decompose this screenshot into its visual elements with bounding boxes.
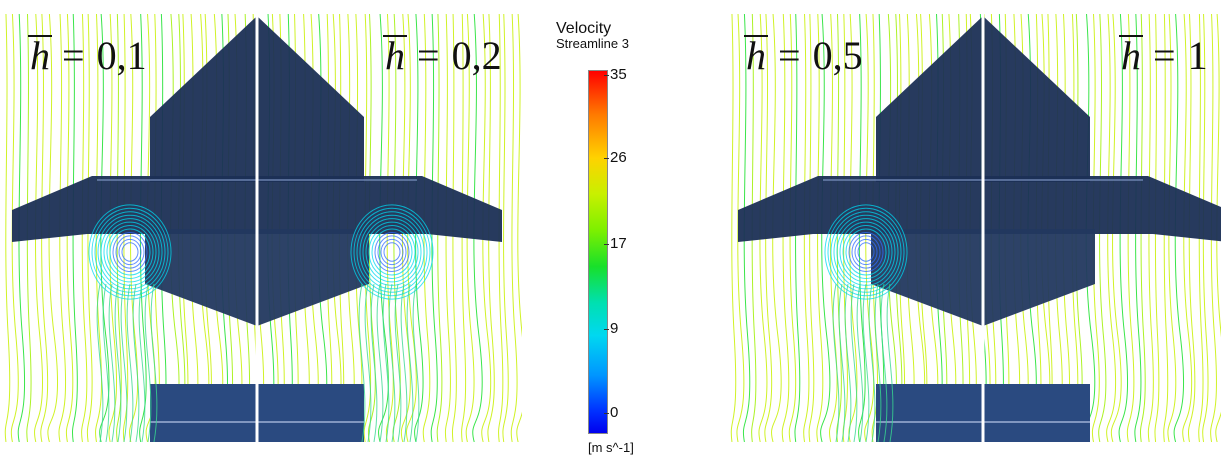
velocity-legend: Velocity Streamline 3 35 26 17 9 0 [m s^… — [556, 20, 636, 455]
legend-unit: [m s^-1] — [588, 440, 634, 455]
vortex-regions — [88, 204, 434, 442]
height-label-right-a: h = 0,5 — [746, 33, 863, 78]
height-label-right-b: h = 1 — [1121, 33, 1208, 78]
streamline-panel-right: h = 0,5 h = 1 — [726, 14, 1221, 442]
legend-tick-17: 17 — [604, 235, 627, 252]
legend-tick-9: 9 — [603, 320, 619, 337]
height-label-left-a: h = 0,1 — [30, 33, 147, 78]
legend-tick-0: 0 — [603, 404, 619, 421]
height-label-left-b: h = 0,2 — [385, 33, 502, 78]
vortex-regions — [824, 204, 908, 442]
legend-subtitle: Streamline 3 — [556, 36, 629, 51]
legend-tick-26: 26 — [604, 149, 627, 166]
streamline-field-left — [4, 14, 522, 442]
legend-title: Velocity — [556, 20, 612, 37]
legend-tick-35: 35 — [604, 66, 627, 83]
wing — [738, 176, 1221, 242]
streamline-field-right — [730, 14, 1221, 442]
legend-colorbar — [588, 70, 608, 434]
streamline-panel-left: h = 0,1 h = 0,2 — [0, 14, 522, 442]
